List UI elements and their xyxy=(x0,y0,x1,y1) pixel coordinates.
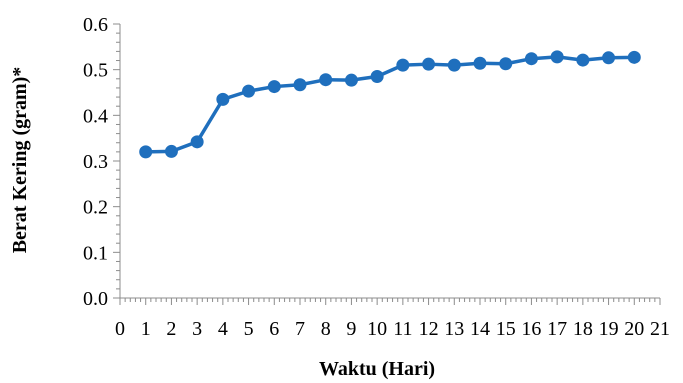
y-tick-label: 0.1 xyxy=(83,242,108,264)
data-point xyxy=(267,80,281,94)
x-tick-label: 7 xyxy=(295,318,305,340)
x-tick-label: 18 xyxy=(573,318,593,340)
y-tick-label: 0.5 xyxy=(83,60,108,82)
data-point xyxy=(370,70,384,84)
x-tick-label: 6 xyxy=(269,318,279,340)
y-tick-label: 0.0 xyxy=(83,288,108,310)
data-point xyxy=(447,58,461,72)
x-tick-label: 3 xyxy=(192,318,202,340)
data-point xyxy=(524,52,538,66)
x-tick-label: 20 xyxy=(624,318,644,340)
x-tick-label: 1 xyxy=(141,318,151,340)
y-tick-label: 0.3 xyxy=(83,151,108,173)
x-axis: 0 1 2 3 4 5 6 7 8 9 10 11 12 13 14 15 16 17 18 19 20 21 xyxy=(115,297,670,340)
x-tick-label: 15 xyxy=(496,318,516,340)
x-tick-label: 10 xyxy=(367,318,387,340)
data-point xyxy=(550,50,564,64)
y-tick-label: 0.6 xyxy=(83,14,108,36)
x-tick-label: 2 xyxy=(166,318,176,340)
x-axis-title: Waktu (Hari) xyxy=(319,358,435,380)
data-point xyxy=(576,53,590,67)
x-tick-label: 13 xyxy=(444,318,464,340)
data-point xyxy=(216,92,230,106)
x-tick-label: 17 xyxy=(547,318,567,340)
data-point xyxy=(242,84,256,98)
x-tick-label: 4 xyxy=(218,318,228,340)
y-axis-title: Berat Kering (gram)* xyxy=(9,67,31,254)
data-point xyxy=(499,57,513,71)
x-tick-label: 14 xyxy=(470,318,490,340)
series-layer xyxy=(139,50,641,159)
data-point xyxy=(190,135,204,149)
x-tick-label: 0 xyxy=(115,318,125,340)
y-tick-label: 0.2 xyxy=(83,197,108,219)
x-tick-label: 11 xyxy=(393,318,412,340)
x-tick-label: 19 xyxy=(599,318,619,340)
data-point xyxy=(422,57,436,71)
data-point xyxy=(627,50,641,64)
x-tick-label: 5 xyxy=(244,318,254,340)
data-point xyxy=(396,58,410,72)
data-point xyxy=(319,73,333,87)
data-point xyxy=(473,56,487,70)
y-tick-label: 0.4 xyxy=(83,105,108,127)
x-tick-label: 9 xyxy=(346,318,356,340)
x-tick-label: 21 xyxy=(650,318,670,340)
data-point xyxy=(344,73,358,87)
x-tick-label: 12 xyxy=(419,318,439,340)
x-tick-label: 16 xyxy=(521,318,541,340)
data-point xyxy=(139,145,153,159)
data-point xyxy=(164,144,178,158)
data-point xyxy=(602,51,616,65)
y-axis: 0.0 0.1 0.2 0.3 0.4 0.5 0.6 xyxy=(83,14,121,310)
x-tick-label: 8 xyxy=(321,318,331,340)
data-point xyxy=(293,78,307,92)
